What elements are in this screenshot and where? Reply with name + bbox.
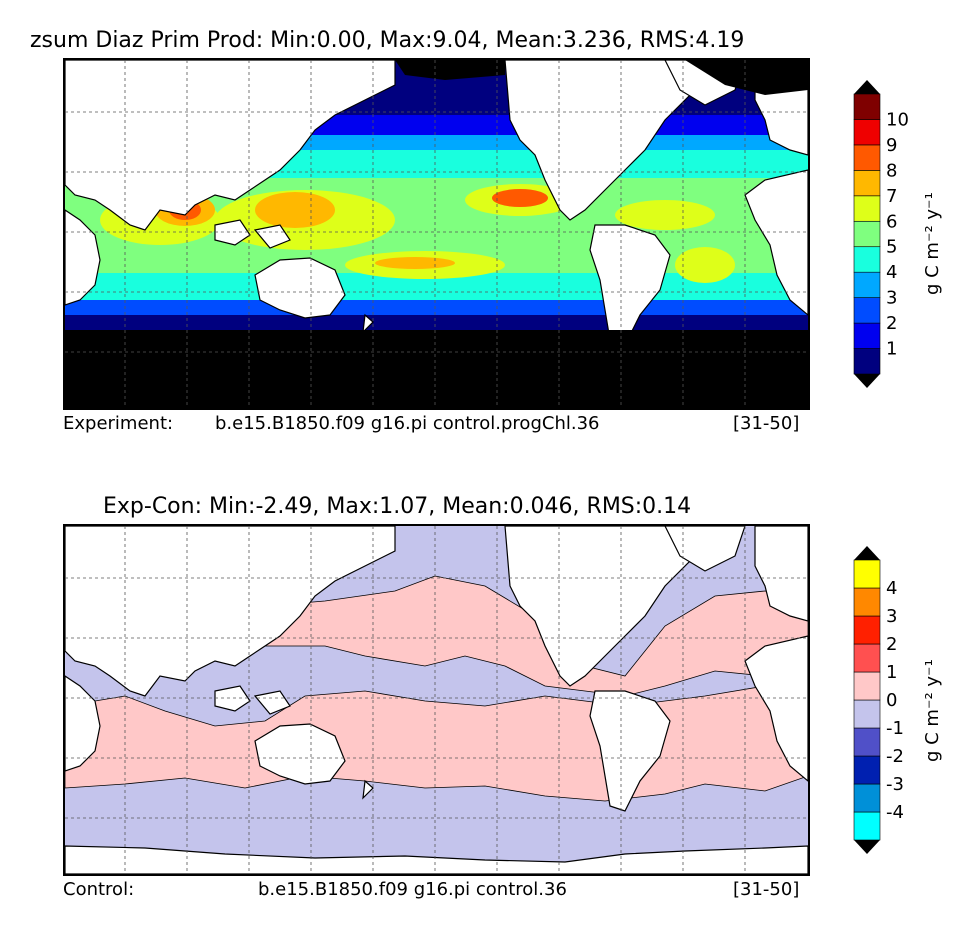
antarctica-land xyxy=(65,845,808,874)
top-colorbar-max-arrow xyxy=(854,80,880,94)
bottom-colorbar-tick-label: 3 xyxy=(886,606,897,627)
borneo-land xyxy=(253,690,291,715)
bottom-colorbar-segment xyxy=(853,727,881,757)
bottom-map-canvas xyxy=(65,526,808,874)
top-map-panel xyxy=(63,58,810,410)
top-footer-years: [31-50] xyxy=(733,413,800,434)
sumatra-land xyxy=(214,685,251,712)
bottom-colorbar-segment xyxy=(853,783,881,813)
bottom-colorbar-segment xyxy=(853,811,881,841)
borneo-land xyxy=(253,224,291,249)
east-pacific-peak xyxy=(492,189,548,207)
bottom-footer-case: b.e15.B1850.f09 g16.pi control.36 xyxy=(258,879,567,900)
top-colorbar-tick-label: 6 xyxy=(886,211,897,232)
top-colorbar-segment xyxy=(853,322,881,349)
eurasia-land xyxy=(65,526,396,697)
bottom-footer-label: Control: xyxy=(63,879,135,900)
top-colorbar-tick-label: 8 xyxy=(886,160,897,181)
top-footer-case: b.e15.B1850.f09 g16.pi control.progChl.3… xyxy=(215,413,600,434)
bottom-colorbar-tick-label: -3 xyxy=(886,774,904,795)
top-colorbar-segment xyxy=(853,271,881,298)
bottom-colorbar-segment xyxy=(853,755,881,785)
land-masses-diff xyxy=(65,526,808,874)
bottom-colorbar-tick-label: -1 xyxy=(886,718,904,739)
top-colorbar-tick-label: 2 xyxy=(886,313,897,334)
top-colorbar-tick-label: 4 xyxy=(886,262,897,283)
south-pacific-orange xyxy=(375,257,455,269)
bottom-colorbar: -4 -3 -2 -1 0 1 2 3 4 xyxy=(853,546,904,854)
bottom-colorbar-segment xyxy=(853,643,881,673)
bottom-colorbar-tick-label: 4 xyxy=(886,578,897,599)
top-colorbar-segment xyxy=(853,144,881,171)
top-colorbar-units: g C m⁻² y⁻¹ xyxy=(922,192,943,295)
bottom-colorbar-segment xyxy=(853,699,881,729)
arctic-ice-pacific xyxy=(395,60,505,80)
top-colorbar-tick-label: 3 xyxy=(886,288,897,309)
bottom-colorbar-segment xyxy=(853,587,881,617)
top-map-canvas xyxy=(65,60,808,408)
bottom-colorbar-tick-label: 1 xyxy=(886,662,897,683)
south-america-land xyxy=(589,690,671,812)
atlantic-yellow xyxy=(615,200,715,230)
top-colorbar-segment xyxy=(853,348,881,375)
top-footer-label: Experiment: xyxy=(63,413,174,434)
bottom-colorbar-segment xyxy=(853,615,881,645)
eurasia-land xyxy=(65,60,396,231)
top-colorbar-segment xyxy=(853,195,881,222)
top-colorbar-segment xyxy=(853,297,881,324)
new-zealand-land xyxy=(362,313,374,334)
sumatra-land xyxy=(214,219,251,246)
top-map-title: zsum Diaz Prim Prod: Min:0.00, Max:9.04,… xyxy=(30,28,745,53)
top-colorbar-segment xyxy=(853,119,881,146)
top-colorbar-tick-label: 5 xyxy=(886,237,897,258)
top-colorbar-tick-label: 9 xyxy=(886,135,897,156)
bottom-colorbar-tick-label: 2 xyxy=(886,634,897,655)
bottom-colorbar-tick-label: -4 xyxy=(886,802,904,823)
bottom-map-panel xyxy=(63,524,810,876)
bottom-footer-years: [31-50] xyxy=(733,879,800,900)
top-colorbar-tick-label: 10 xyxy=(886,109,909,130)
europe-land xyxy=(754,526,808,622)
bottom-colorbar-units: g C m⁻² y⁻¹ xyxy=(922,659,943,762)
graticule xyxy=(65,60,808,408)
bottom-map-title: Exp-Con: Min:-2.49, Max:1.07, Mean:0.046… xyxy=(103,494,692,519)
greenland-land xyxy=(664,526,746,572)
africa-west-land xyxy=(744,635,808,782)
top-colorbar-segment xyxy=(853,93,881,120)
arctic-ice xyxy=(685,60,808,95)
top-colorbar-segment xyxy=(853,220,881,248)
africa-east-land xyxy=(65,209,101,306)
graticule-diff xyxy=(65,526,808,874)
australia-land xyxy=(254,257,346,319)
africa-east-land xyxy=(65,675,101,772)
north-america-land xyxy=(504,60,706,221)
land-masses xyxy=(65,60,808,346)
bottom-colorbar-min-arrow xyxy=(854,840,880,854)
south-atlantic-yellow xyxy=(675,247,735,283)
top-colorbar-segment xyxy=(853,246,881,273)
bottom-colorbar-segment xyxy=(853,671,881,701)
bottom-colorbar-segment xyxy=(853,559,881,589)
top-colorbar-segment xyxy=(853,170,881,197)
bottom-colorbar-tick-label: 0 xyxy=(886,690,897,711)
australia-land xyxy=(254,723,346,785)
bottom-colorbar-tick-label: -2 xyxy=(886,746,904,767)
top-colorbar-tick-label: 1 xyxy=(886,339,897,360)
new-zealand-land xyxy=(362,779,374,800)
top-colorbar: 1 2 3 4 5 6 7 8 9 10 xyxy=(853,80,909,388)
africa-west-land xyxy=(744,169,808,316)
west-pacific-orange xyxy=(255,192,335,228)
top-colorbar-min-arrow xyxy=(854,374,880,388)
top-colorbar-tick-label: 7 xyxy=(886,186,897,207)
bottom-colorbar-max-arrow xyxy=(854,546,880,560)
antarctic-ice-edge xyxy=(65,335,808,408)
north-america-land xyxy=(504,526,706,687)
